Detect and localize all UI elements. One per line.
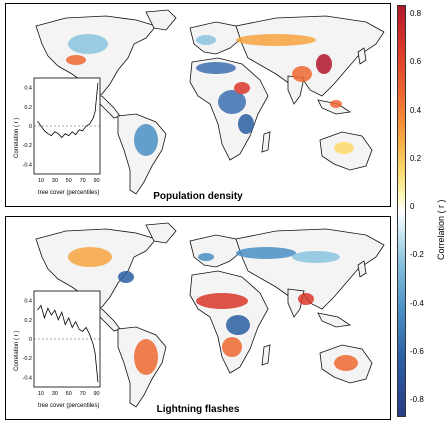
population-density-panel: 0.4 0.2 0 -0.2 -0.4 10 30 50 70 90 Correlation ( … [5, 3, 391, 207]
inset-xtick-label: 50 [66, 391, 72, 397]
colorbar-tick-label: 0.4 [410, 105, 422, 115]
inset-ytick-label: 0 [29, 337, 32, 343]
inset-ytick-label: 0 [29, 124, 32, 130]
inset-ytick-label: 0.2 [24, 105, 32, 111]
inset-ytick-label: -0.2 [23, 143, 32, 149]
inset-ylabel: Correlation ( r ) [14, 117, 20, 158]
colorbar-tick-label: 0.6 [410, 57, 422, 67]
colorbar-tick-label: 0 [410, 202, 415, 211]
inset-xtick-label: 50 [66, 178, 72, 184]
inset-xlabel: tree cover (percentiles) [38, 190, 100, 196]
inset-chart: 0.4 0.2 0 -0.2 -0.4 10 30 50 70 90 [23, 290, 101, 397]
panel-title: Population density [153, 191, 243, 202]
colorbar-label: Correlation ( r ) [436, 199, 446, 260]
inset-xtick-label: 90 [93, 178, 99, 184]
colorbar [397, 5, 406, 417]
tree-cover-inset-plot: 0.4 0.2 0 -0.2 -0.4 10 30 50 70 90 Correlation ( … [12, 74, 104, 196]
colorbar-tick-label: 0.2 [410, 153, 422, 163]
inset-xtick-label: 70 [80, 178, 86, 184]
inset-ytick-label: 0.4 [24, 299, 32, 305]
colorbar-tick-label: 0.8 [410, 9, 422, 18]
inset-ytick-label: -0.4 [23, 162, 32, 168]
tree-cover-inset-plot: 0.4 0.2 0 -0.2 -0.4 10 30 50 70 90 Correlation ( … [12, 287, 104, 409]
colorbar-tick-label: -0.2 [410, 250, 424, 260]
correlation-series-line [37, 304, 99, 383]
colorbar-tick-label: -0.8 [410, 395, 424, 404]
lightning-flashes-panel: 0.4 0.2 0 -0.2 -0.4 10 30 50 70 90 Correlation ( … [5, 216, 391, 420]
colorbar-tick-label: -0.6 [410, 346, 424, 356]
world-map [35, 222, 385, 408]
inset-ytick-label: -0.4 [23, 375, 32, 381]
inset-chart: 0.4 0.2 0 -0.2 -0.4 10 30 50 70 90 [23, 77, 101, 184]
panel-title: Lightning flashes [156, 404, 240, 415]
inset-ylabel: Correlation ( r ) [14, 330, 20, 371]
inset-xtick-label: 30 [52, 391, 58, 397]
inset-xtick-label: 90 [93, 391, 99, 397]
inset-ytick-label: 0.4 [24, 86, 32, 92]
inset-xtick-label: 10 [38, 391, 44, 397]
inset-ytick-label: 0.2 [24, 318, 32, 324]
inset-xlabel: tree cover (percentiles) [38, 403, 100, 409]
inset-xtick-label: 30 [52, 178, 58, 184]
inset-xtick-label: 70 [80, 391, 86, 397]
colorbar-tick-label: -0.4 [410, 298, 424, 308]
inset-ytick-label: -0.2 [23, 356, 32, 362]
inset-xtick-label: 10 [38, 178, 44, 184]
correlation-series-line [37, 82, 99, 139]
